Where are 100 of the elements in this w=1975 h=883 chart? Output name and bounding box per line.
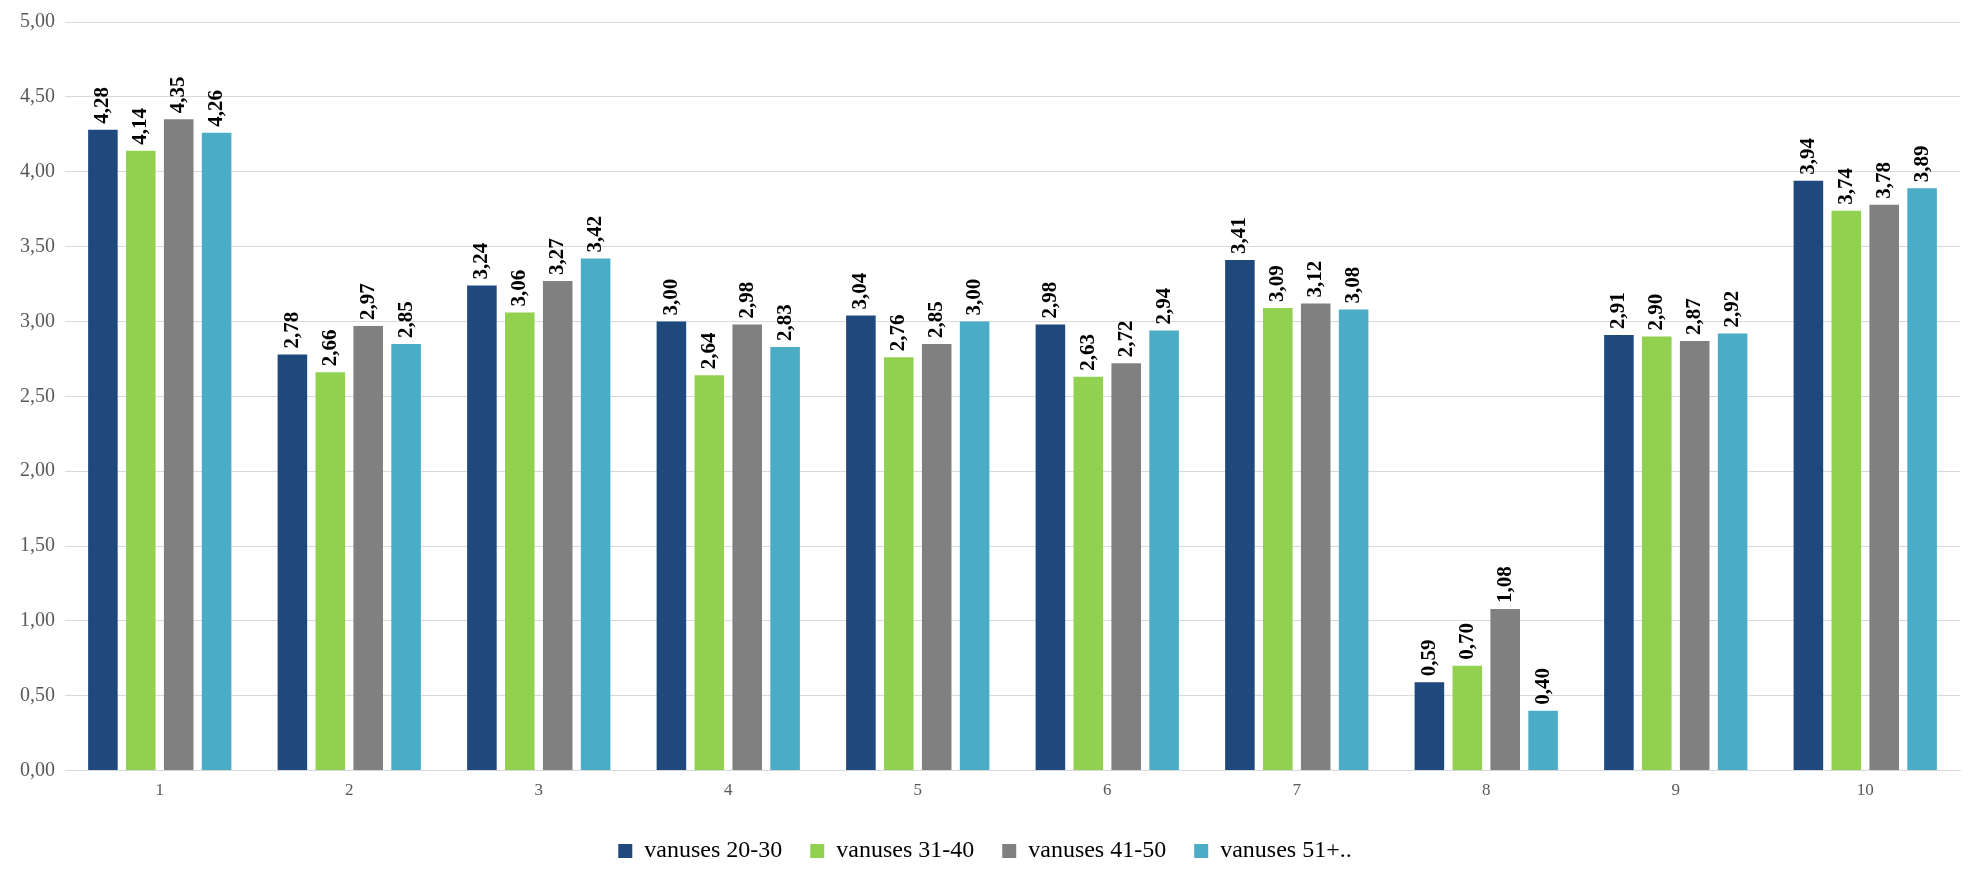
data-label: 2,94	[1150, 287, 1175, 325]
data-label: 4,28	[89, 87, 114, 124]
data-label: 3,94	[1794, 137, 1819, 175]
bar	[1793, 180, 1824, 771]
data-label: 1,08	[1491, 566, 1516, 603]
bar	[1073, 376, 1104, 771]
data-label: 3,08	[1340, 266, 1365, 304]
data-label: 2,83	[771, 304, 796, 341]
data-label: 2,76	[885, 314, 910, 352]
data-label: 2,91	[1605, 292, 1630, 329]
legend-label: vanuses 20-30	[644, 836, 783, 863]
data-label: 2,92	[1719, 290, 1744, 328]
bar	[1869, 204, 1899, 771]
legend-label: vanuses 51+..	[1220, 836, 1352, 863]
bar	[353, 325, 383, 771]
bar	[732, 324, 762, 771]
y-tick-label: 1,00	[20, 608, 55, 631]
bar	[1717, 333, 1748, 771]
y-tick-label: 3,00	[20, 308, 55, 331]
bar	[1604, 334, 1634, 771]
bar	[1490, 608, 1520, 771]
x-tick-label: 4	[724, 780, 733, 800]
bar	[88, 129, 118, 771]
bar	[1035, 324, 1066, 771]
data-label: 2,66	[316, 329, 341, 367]
bar	[1642, 336, 1672, 771]
x-tick-label: 10	[1856, 780, 1874, 800]
y-tick-label: 2,00	[20, 458, 55, 481]
data-label: 3,24	[468, 242, 493, 280]
x-tick-label: 1	[155, 780, 164, 800]
data-label: 2,90	[1643, 293, 1668, 331]
bar	[1452, 665, 1483, 771]
bar	[315, 372, 346, 771]
bar	[1111, 363, 1141, 771]
data-label: 3,04	[847, 272, 872, 310]
bar	[694, 375, 725, 771]
y-tick-label: 2,50	[20, 383, 55, 406]
bar	[580, 258, 611, 771]
bar	[1149, 330, 1179, 771]
y-tick-label: 0,50	[20, 682, 55, 705]
data-label: 2,64	[695, 332, 720, 370]
bar	[959, 321, 990, 771]
bar	[201, 132, 232, 771]
data-label: 3,06	[506, 269, 531, 307]
bar	[1528, 710, 1558, 771]
x-tick-label: 3	[534, 780, 543, 800]
x-tick-label: 5	[913, 780, 922, 800]
legend-label: vanuses 41-50	[1028, 836, 1167, 863]
bar	[467, 285, 497, 771]
data-label: 3,00	[961, 278, 986, 316]
bar	[656, 321, 687, 771]
data-label: 2,87	[1681, 298, 1706, 335]
bar	[846, 315, 876, 771]
x-tick-label: 2	[345, 780, 354, 800]
data-label: 2,85	[392, 301, 417, 338]
data-label: 2,63	[1074, 334, 1099, 371]
bar	[163, 119, 194, 771]
bar	[1263, 307, 1293, 771]
bar	[1679, 340, 1710, 771]
bar	[1831, 210, 1862, 771]
bar	[126, 150, 156, 771]
bar	[1225, 260, 1255, 771]
data-label: 3,42	[582, 215, 607, 253]
x-tick-label: 8	[1482, 780, 1491, 800]
data-label: 2,97	[354, 283, 379, 320]
y-tick-label: 4,00	[20, 158, 55, 181]
data-label: 3,74	[1832, 167, 1857, 205]
data-label: 3,00	[657, 278, 682, 316]
bar	[391, 343, 421, 771]
y-tick-label: 3,50	[20, 233, 55, 256]
legend-label: vanuses 31-40	[836, 836, 975, 863]
bar	[505, 312, 535, 771]
y-tick-label: 5,00	[20, 9, 55, 32]
data-label: 2,72	[1112, 320, 1137, 358]
bar	[1300, 303, 1331, 771]
y-tick-label: 4,50	[20, 84, 55, 107]
y-tick-label: 1,50	[20, 533, 55, 556]
data-label: 2,98	[1036, 281, 1061, 319]
data-label: 0,70	[1453, 623, 1478, 660]
data-label: 3,41	[1226, 217, 1251, 255]
bar	[921, 343, 952, 771]
bar	[770, 346, 800, 771]
bar	[542, 281, 573, 771]
bar	[1338, 309, 1369, 771]
x-tick-label: 6	[1103, 780, 1112, 800]
data-label: 3,27	[544, 238, 569, 276]
data-label: 4,26	[203, 90, 228, 127]
data-label: 2,78	[278, 311, 303, 349]
data-label: 3,12	[1302, 260, 1327, 298]
data-label: 3,78	[1870, 161, 1895, 199]
data-label: 2,98	[733, 281, 758, 319]
x-tick-label: 7	[1292, 780, 1302, 800]
data-label: 0,59	[1415, 639, 1440, 677]
x-tick-label: 9	[1671, 780, 1680, 800]
data-label: 2,85	[923, 301, 948, 338]
data-label: 0,40	[1529, 667, 1554, 705]
data-label: 3,09	[1264, 265, 1289, 302]
bar	[1907, 188, 1937, 771]
bar	[277, 354, 308, 771]
data-label: 4,14	[127, 107, 152, 145]
